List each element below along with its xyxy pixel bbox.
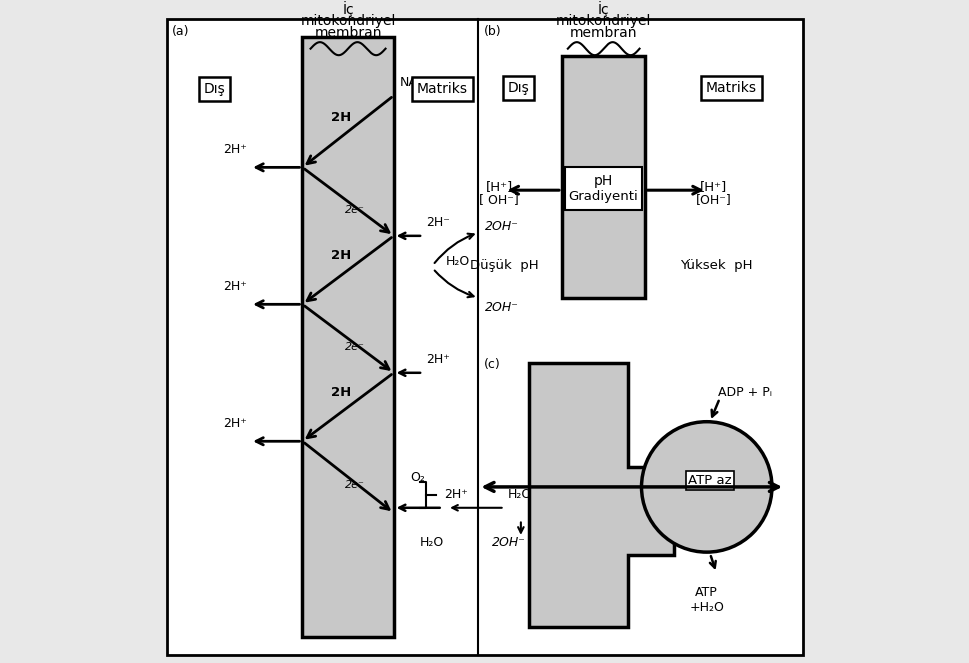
Text: 2e⁻: 2e⁻ [344, 205, 364, 215]
Text: Düşük  pH: Düşük pH [470, 259, 539, 272]
FancyBboxPatch shape [167, 19, 802, 655]
Text: Matriks: Matriks [417, 82, 468, 96]
Text: NADH: NADH [400, 76, 437, 89]
Text: 2e⁻: 2e⁻ [344, 342, 364, 352]
Text: (c): (c) [484, 358, 500, 371]
Text: İç: İç [342, 1, 354, 17]
Text: [H⁺]: [H⁺] [485, 180, 513, 194]
Bar [564, 167, 641, 210]
Text: 2OH⁻: 2OH⁻ [484, 219, 518, 233]
Text: H₂O: H₂O [508, 488, 532, 501]
Text: 2H: 2H [331, 387, 352, 399]
Text: Matriks: Matriks [705, 81, 756, 95]
Text: ADP + Pᵢ: ADP + Pᵢ [718, 386, 771, 399]
Text: 2H⁺: 2H⁺ [223, 143, 247, 156]
Text: [H⁺]: [H⁺] [699, 180, 726, 194]
Text: H₂O: H₂O [420, 536, 444, 549]
Text: ATP
+H₂O: ATP +H₂O [689, 586, 724, 614]
Text: 2H: 2H [331, 249, 352, 263]
Text: 2H: 2H [331, 111, 352, 124]
Text: [OH⁻]: [OH⁻] [695, 194, 731, 206]
Text: H₂O: H₂O [445, 255, 469, 269]
Text: 2OH⁻: 2OH⁻ [484, 301, 518, 314]
Text: pH: pH [593, 174, 612, 188]
Text: Gradiyenti: Gradiyenti [568, 190, 638, 203]
Text: İç: İç [597, 1, 609, 17]
Bar [302, 37, 393, 637]
Text: 2H⁺: 2H⁺ [223, 280, 247, 292]
Text: O₂: O₂ [410, 471, 424, 483]
Text: (a): (a) [172, 25, 189, 38]
Text: membran: membran [570, 26, 637, 40]
Text: Dış: Dış [203, 82, 225, 96]
Text: membran: membran [314, 26, 382, 40]
Text: Dış: Dış [507, 81, 528, 95]
Text: (b): (b) [484, 25, 501, 38]
Text: [ OH⁻]: [ OH⁻] [479, 194, 518, 206]
Text: mitokondriyel: mitokondriyel [555, 15, 651, 29]
Text: 2H⁺: 2H⁺ [223, 416, 247, 430]
Text: Yüksek  pH: Yüksek pH [679, 259, 752, 272]
Text: 2H⁺: 2H⁺ [444, 488, 468, 501]
Text: 2OH⁻: 2OH⁻ [491, 536, 525, 549]
Circle shape [641, 422, 771, 552]
Polygon shape [528, 363, 673, 627]
Text: ATP az: ATP az [687, 474, 731, 487]
Text: mitokondriyel: mitokondriyel [300, 15, 395, 29]
Text: 2H⁺: 2H⁺ [425, 353, 450, 366]
Bar [561, 56, 644, 298]
Text: 2H⁻: 2H⁻ [425, 216, 450, 229]
Text: 2e⁻: 2e⁻ [344, 481, 364, 491]
